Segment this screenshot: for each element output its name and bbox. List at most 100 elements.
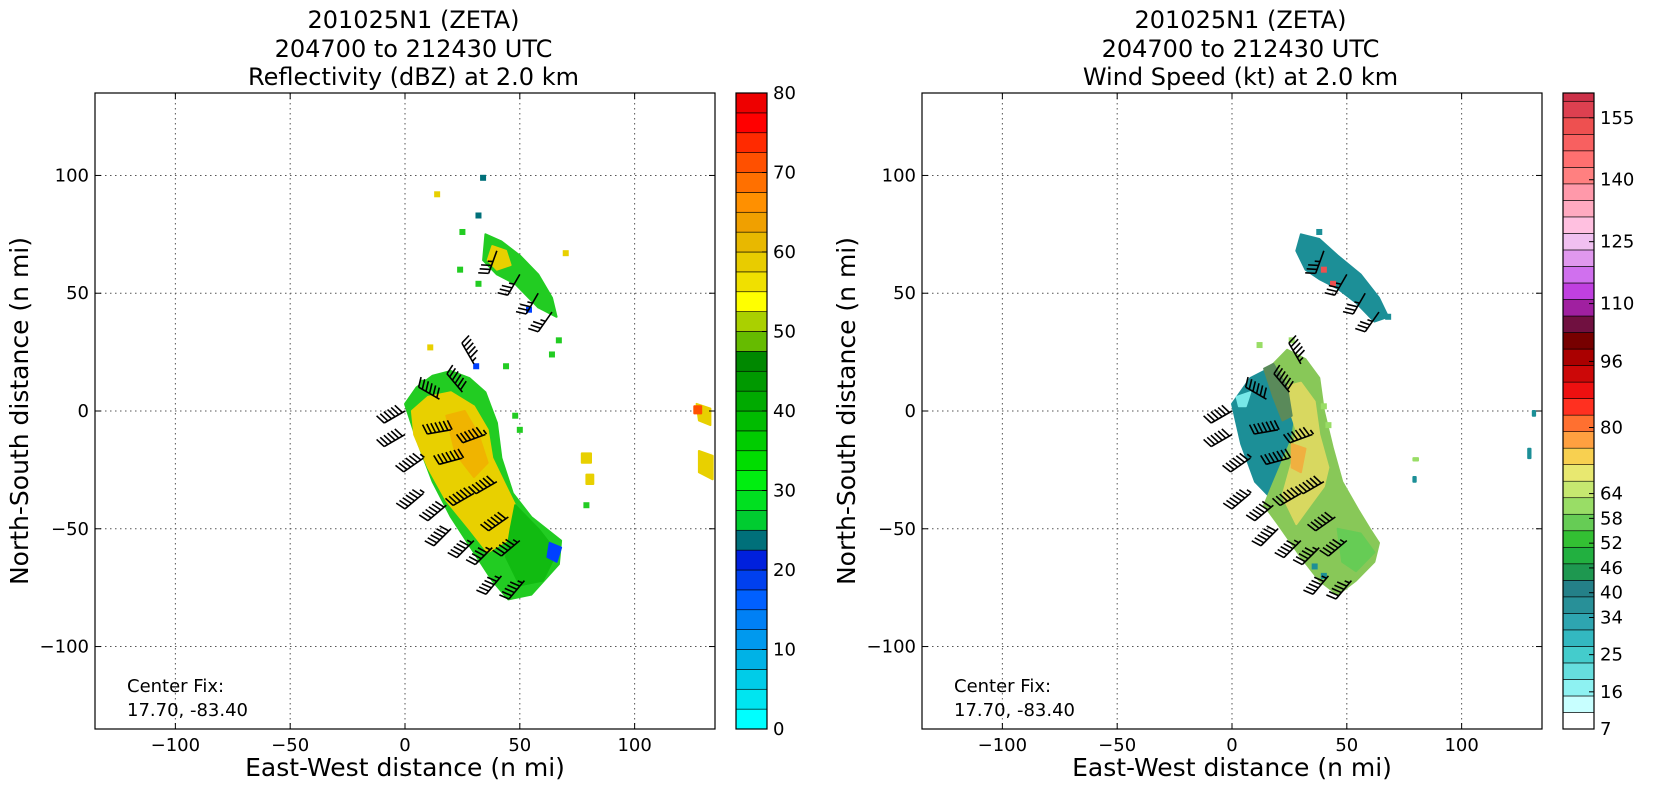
colorbar-bin xyxy=(735,708,768,730)
colorbar-bin xyxy=(735,370,768,392)
colorbar-tick-label: 40 xyxy=(773,401,796,422)
colorbar-bin xyxy=(735,450,768,471)
wind-barb xyxy=(1319,538,1348,557)
echo-region xyxy=(585,473,595,485)
colorbar-tick-label: 80 xyxy=(773,83,796,104)
colorbar-tick-label: 58 xyxy=(1600,508,1623,529)
y-axis-label: North-South distance (n mi) xyxy=(832,237,861,585)
chart-title: 201025N1 (ZETA) 204700 to 212430 UTC Win… xyxy=(827,6,1654,92)
echo-pixel xyxy=(1311,563,1318,570)
colorbar-bin xyxy=(1562,431,1595,449)
colorbar-tick-label: 16 xyxy=(1600,682,1623,703)
wind-barb xyxy=(465,546,493,566)
center-fix-value: 17.70, -83.40 xyxy=(954,700,1075,721)
colorbar-bin xyxy=(1562,117,1595,135)
time-range-title: 204700 to 212430 UTC xyxy=(274,34,553,63)
colorbar-bin xyxy=(735,291,768,312)
wind-barb xyxy=(1203,428,1233,448)
wind-barb xyxy=(1282,426,1315,444)
echo-pixel xyxy=(1320,572,1327,579)
wind-barb xyxy=(1222,488,1252,510)
wind-barb xyxy=(455,426,488,444)
y-tick-label: −100 xyxy=(867,637,916,658)
colorbar-bin xyxy=(1562,216,1595,234)
colorbar-bin xyxy=(1562,563,1595,581)
colorbar-bin xyxy=(735,132,768,153)
echo-region xyxy=(1412,457,1419,462)
x-axis-label: East-West distance (n mi) xyxy=(245,753,565,782)
colorbar-bin xyxy=(1562,133,1595,152)
wind-barb xyxy=(1248,419,1280,435)
colorbar-tick-label: 155 xyxy=(1600,108,1634,129)
x-tick-label: −100 xyxy=(978,735,1027,756)
x-tick-label: 50 xyxy=(1335,735,1358,756)
wind-barb xyxy=(515,292,539,315)
colorbar-tick-label: 20 xyxy=(773,560,796,581)
wind-barb xyxy=(499,580,526,600)
x-tick-label: 50 xyxy=(508,735,531,756)
colorbar-bin xyxy=(735,589,768,611)
echo-region xyxy=(486,245,512,271)
x-tick-label: 0 xyxy=(1226,735,1237,756)
wind-barb xyxy=(1303,575,1330,596)
colorbar-bin xyxy=(735,510,768,531)
echo-region xyxy=(546,541,563,563)
colorbar-bin xyxy=(735,430,768,452)
wind-speed-panel: 201025N1 (ZETA) 204700 to 212430 UTC Win… xyxy=(827,0,1654,787)
wind-barb xyxy=(1355,311,1380,333)
echo-pixel xyxy=(1325,422,1332,429)
chart-title: 201025N1 (ZETA) 204700 to 212430 UTC Ref… xyxy=(0,6,827,92)
x-tick-label: 0 xyxy=(399,735,410,756)
colorbar-bin xyxy=(735,112,768,134)
wind-barb xyxy=(1222,452,1252,473)
storm-id-title: 201025N1 (ZETA) xyxy=(1134,6,1347,34)
echo-pixel xyxy=(1385,313,1392,320)
wind-barb xyxy=(1305,250,1325,275)
colorbar-bin xyxy=(1562,249,1595,267)
colorbar-bin xyxy=(1562,480,1595,499)
wind-barb xyxy=(376,404,406,424)
colorbar-bin xyxy=(1562,679,1595,697)
x-tick-label: 100 xyxy=(1444,735,1478,756)
colorbar-bin xyxy=(735,470,768,491)
echo-pixel xyxy=(475,280,482,287)
colorbar-bin xyxy=(735,669,768,690)
colorbar: 7 16 25 34 40 46 52 58 64 80 96 110 125 140 155 xyxy=(1562,92,1634,740)
colorbar-bin xyxy=(1562,167,1595,185)
colorbar-tick-label: 40 xyxy=(1600,583,1623,604)
colorbar-bin xyxy=(1562,613,1595,631)
center-fix-label: Center Fix: xyxy=(954,676,1051,697)
y-tick-label: 50 xyxy=(893,283,916,304)
center-fix-value: 17.70, -83.40 xyxy=(127,700,248,721)
colorbar-bin xyxy=(1562,365,1595,383)
colorbar-tick-label: 80 xyxy=(1600,418,1623,439)
wind-barb xyxy=(446,364,467,393)
colorbar-bin xyxy=(1562,662,1595,680)
center-fix-label: Center Fix: xyxy=(127,676,224,697)
colorbar-bin xyxy=(1562,596,1595,614)
wind-barb xyxy=(376,428,406,448)
colorbar-tick-label: 60 xyxy=(773,242,796,263)
echo-region xyxy=(1531,410,1537,417)
echo-pixel xyxy=(434,191,441,198)
y-tick-label: −50 xyxy=(51,519,89,540)
y-tick-label: −50 xyxy=(878,519,916,540)
wind-barb xyxy=(1324,273,1348,296)
colorbar-bin xyxy=(1562,580,1595,598)
colorbar-tick-label: 50 xyxy=(773,322,796,343)
colorbar-bin xyxy=(735,331,768,352)
echo-pixel xyxy=(583,502,590,509)
x-tick-label: −50 xyxy=(271,735,309,756)
colorbar-bin xyxy=(1562,348,1595,366)
colorbar-bin xyxy=(1562,266,1595,284)
colorbar-bin xyxy=(1562,530,1595,548)
y-axis-label: North-South distance (n mi) xyxy=(5,237,34,585)
echo-pixel xyxy=(1256,342,1263,349)
colorbar-bin xyxy=(1562,299,1595,317)
colorbar-bin xyxy=(735,549,768,571)
echo-pixel xyxy=(503,363,510,370)
wind-barb xyxy=(1273,364,1294,393)
echo-region xyxy=(505,504,558,587)
wind-barb xyxy=(421,419,453,435)
